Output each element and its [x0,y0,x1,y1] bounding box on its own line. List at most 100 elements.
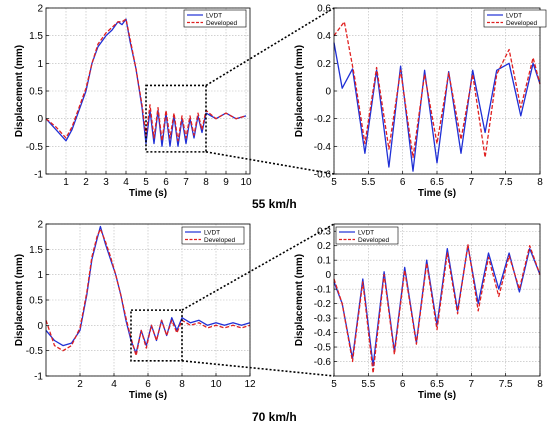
series-line-developed [45,18,247,142]
x-tick-label: 6 [400,177,406,188]
x-tick-label: 6.5 [430,379,444,390]
chart-d: 5 5.5 6 6.5 7 7.5 8 -0.6 -0.5 -0.4 -0.3 -0.2 -0.1 0 0.… [294,223,543,401]
y-tick-label: -0.5 [26,346,44,357]
x-tick-label: 6 [400,379,406,390]
speed-label-70: 70 km/h [252,410,297,424]
zoom-connector-top [181,223,335,311]
series-line-developed [45,228,251,357]
x-tick-label: 8 [179,379,185,390]
x-tick-label: 8 [537,379,543,390]
legend-box [183,9,247,28]
speed-label-55: 55 km/h [252,197,297,211]
x-axis-label: Time (s) [418,390,456,401]
x-tick-label: 8 [537,177,543,188]
x-axis-label: Time (s) [418,188,456,199]
y-tick-label: -0.6 [314,357,332,368]
y-tick-label: 0.5 [29,87,43,98]
y-axis-label: Displacement (mm) [14,254,25,346]
y-tick-label: 0.2 [317,241,331,252]
y-tick-label: 0.1 [317,256,331,267]
y-tick-label: 0 [37,114,43,125]
x-axis-label: Time (s) [129,188,167,199]
legend-label-lvdt: LVDT [206,12,222,19]
chart-a: 1 2 3 4 5 6 7 8 9 10 -1 -0.5 0 0.5 1 1.5 2 Time (s) Displa… [14,4,252,200]
y-tick-label: 0.5 [29,296,43,307]
y-tick-label: 2 [37,4,43,15]
y-tick-label: 1 [37,270,43,281]
x-tick-label: 5 [331,379,337,390]
x-tick-label: 8 [203,177,209,188]
y-tick-label: 0.3 [317,227,331,238]
x-tick-label: 4 [111,379,117,390]
legend-box [483,9,547,28]
legend-label-developed: Developed [358,237,389,244]
y-axis-label: Displacement (mm) [14,45,25,137]
y-tick-label: 1.5 [29,245,43,256]
series-line-developed [333,21,541,159]
zoom-connector-bottom [205,151,335,175]
y-tick-label: 0.6 [317,4,331,15]
legend-label-developed: Developed [506,20,537,27]
legend-label-lvdt: LVDT [358,229,374,236]
y-axis-label: Displacement (mm) [294,254,305,346]
chart-c: 2 4 6 8 10 12 -1 -0.5 0 0.5 1 1.5 2 Time (s) Displacem… [14,220,256,402]
series-line-lvdt [333,42,541,172]
legend-label-developed: Developed [206,20,237,27]
zoom-box [130,309,183,362]
legend-box [181,226,245,245]
y-tick-label: -0.2 [314,299,332,310]
y-tick-label: 1 [37,59,43,70]
x-tick-label: 4 [123,177,129,188]
zoom-connector-top [205,7,335,87]
x-tick-label: 6.5 [430,177,444,188]
y-tick-label: -1 [34,170,43,181]
x-tick-label: 12 [244,379,256,390]
x-tick-label: 7 [469,177,475,188]
y-tick-label: -0.2 [314,114,332,125]
x-tick-label: 3 [103,177,109,188]
y-tick-label: 0 [325,270,331,281]
y-tick-label: -0.4 [314,142,332,153]
y-tick-label: -0.5 [314,343,332,354]
y-tick-label: 0 [325,87,331,98]
x-tick-label: 7 [183,177,189,188]
y-tick-label: -0.1 [314,285,332,296]
x-tick-label: 9 [223,177,229,188]
y-tick-label: 0.4 [317,31,331,42]
x-tick-label: 7 [469,379,475,390]
series-line-developed [333,243,541,374]
legend-label-lvdt: LVDT [506,12,522,19]
x-tick-label: 7.5 [499,177,513,188]
x-tick-label: 5.5 [361,177,375,188]
y-tick-label: -0.4 [314,328,332,339]
legend-box [335,226,399,245]
y-tick-label: 0 [37,321,43,332]
zoom-connector-bottom [181,360,335,377]
x-tick-label: 10 [210,379,222,390]
x-tick-label: 2 [83,177,89,188]
x-axis-label: Time (s) [129,390,167,401]
y-tick-label: -0.3 [314,314,332,325]
y-tick-label: -0.5 [26,142,44,153]
y-tick-label: -0.6 [314,170,332,181]
x-tick-label: 10 [240,177,252,188]
legend-label-lvdt: LVDT [204,229,220,236]
x-tick-label: 7.5 [499,379,513,390]
chart-b: 5 5.5 6 6.5 7 7.5 8 -0.6 -0.4 -0.2 0 0.2 0.4 0.6 Time … [294,4,547,199]
x-tick-label: 1 [63,177,69,188]
series-line-lvdt [333,245,541,367]
y-tick-label: -1 [34,372,43,383]
x-tick-label: 5 [331,177,337,188]
legend-label-developed: Developed [204,237,235,244]
x-tick-label: 5 [143,177,149,188]
x-tick-label: 6 [145,379,151,390]
y-axis-label: Displacement (mm) [294,45,305,137]
x-tick-label: 5.5 [361,379,375,390]
x-tick-label: 2 [77,379,83,390]
zoom-box [145,84,207,153]
